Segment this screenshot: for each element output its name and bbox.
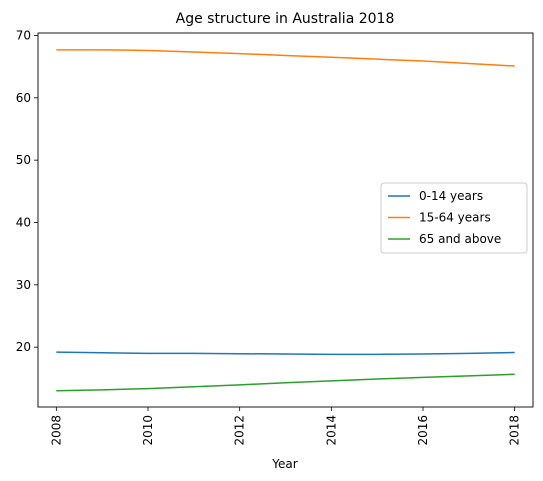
y-tick-label: 50 [16,153,31,167]
y-tick-label: 20 [16,340,31,354]
y-tick-label: 30 [16,278,31,292]
series-line-0 [56,351,515,356]
series-line-2 [56,373,515,392]
y-tick-label: 70 [16,28,31,42]
x-axis-label: Year [271,457,297,471]
plot-frame [37,32,534,408]
series-line-1 [56,49,515,67]
legend-label: 65 and above [419,232,501,246]
x-tick-label: 2008 [49,415,63,446]
chart-title: Age structure in Australia 2018 [176,11,395,27]
x-tick-label: 2018 [508,415,522,446]
x-tick-label: 2010 [141,415,155,446]
x-axis: 2008 2010 2012 2014 2016 2018 [49,407,522,446]
x-tick-label: 2016 [416,415,430,446]
legend-label: 15-64 years [419,211,491,225]
plot-lines [56,49,515,392]
legend-label: 0-14 years [419,189,483,203]
legend: 0-14 years 15-64 years 65 and above [380,182,528,254]
x-tick-label: 2012 [233,415,247,446]
y-tick-label: 60 [16,91,31,105]
legend-box [380,182,528,254]
y-axis: 20 30 40 50 60 70 [16,28,38,354]
x-tick-label: 2014 [324,415,338,446]
y-tick-label: 40 [16,215,31,229]
